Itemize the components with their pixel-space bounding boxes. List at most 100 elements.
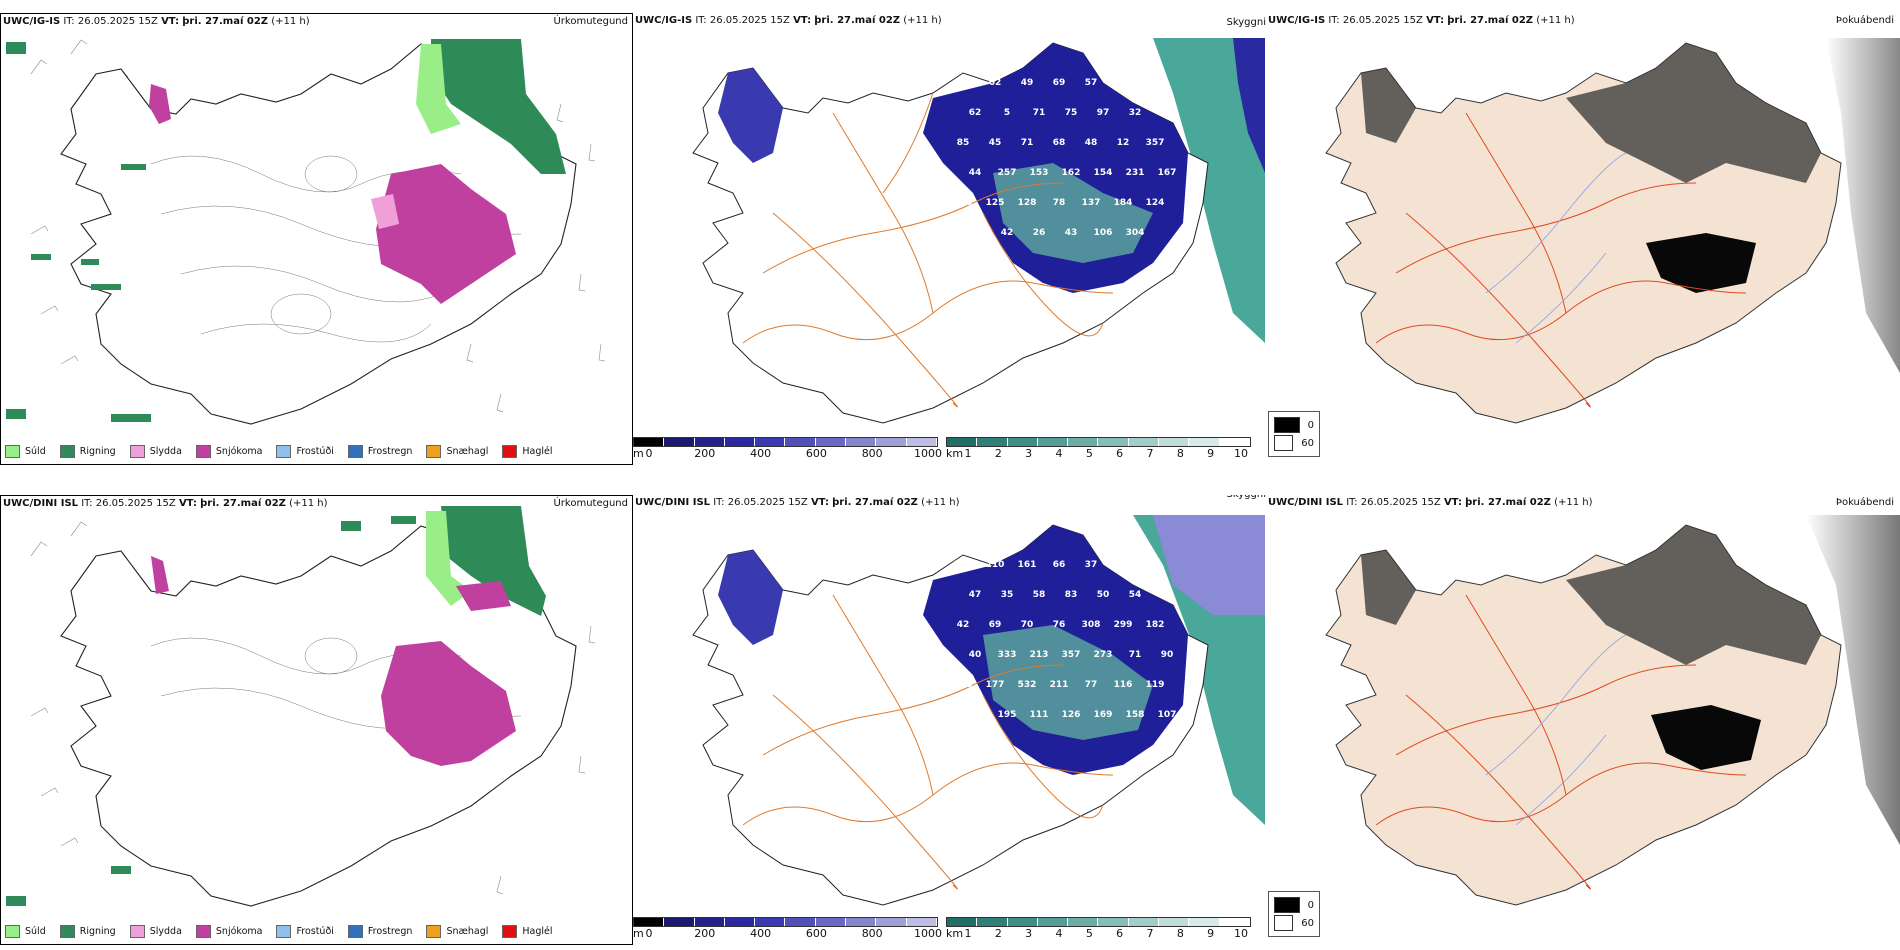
scale-tick: 400 <box>750 447 772 460</box>
cloud-height-label: 357 <box>1061 650 1081 660</box>
legend-label: Snjókoma <box>215 926 263 937</box>
cloud-height-label: 62 <box>968 108 982 118</box>
rivers <box>1485 152 1627 344</box>
legend-item: Slydda <box>129 445 182 458</box>
scale-step <box>846 438 877 446</box>
cloud-height-label: 85 <box>956 138 970 148</box>
cloud-height-label: 83 <box>956 78 970 88</box>
precip-legend: Súld Rigning Slydda Snjókoma Frostúði Frostre… <box>5 925 553 938</box>
legend-swatch <box>129 925 145 938</box>
fog-key-label: 0 <box>1307 419 1314 431</box>
scale-step <box>1219 438 1250 446</box>
legend-item: Frostregn <box>347 445 412 458</box>
cloud-height-label: 68 <box>1052 138 1066 148</box>
legend-swatch <box>426 925 442 938</box>
legend-label: Snjókoma <box>215 446 263 457</box>
panel-title: UWC/DINI ISL IT: 26.05.2025 15Z VT: þri.… <box>635 497 960 508</box>
cloud-height-label: 257 <box>997 168 1017 178</box>
scale-step <box>1189 918 1220 926</box>
legend-item: Rigning <box>59 925 116 938</box>
scale-step <box>1098 918 1129 926</box>
visibility-scale: km 1 2 3 4 5 6 7 8 9 10 <box>946 917 1251 941</box>
scale-unit: km <box>946 927 964 940</box>
fog-key-row: 60 <box>1274 914 1314 932</box>
legend-swatch <box>5 445 20 458</box>
cloud-height-label: 177 <box>985 680 1005 690</box>
fog-key-swatch <box>1274 897 1300 913</box>
cloud-height-label: 49 <box>1020 78 1034 88</box>
snow-area-nw <box>149 84 171 124</box>
offshore-low-cloud <box>1153 515 1265 615</box>
legend-swatch <box>276 445 292 458</box>
scale-tick: 200 <box>694 927 716 940</box>
scale-step <box>977 918 1008 926</box>
cloud-height-label: 66 <box>1052 560 1066 570</box>
scale-step <box>815 438 847 446</box>
scale-step <box>664 918 695 926</box>
cloud-height-label: 210 <box>985 560 1005 570</box>
legend-label: Snæhagl <box>446 926 489 937</box>
scale-step <box>664 438 695 446</box>
scale-step <box>1037 438 1069 446</box>
fog-key-swatch <box>1274 417 1300 433</box>
cloud-height-label: 357 <box>1145 138 1165 148</box>
cloud-height-label: 58 <box>1032 590 1046 600</box>
cloud-height-label: 106 <box>1093 228 1113 238</box>
cloud-height-label: 230 <box>965 710 985 720</box>
legend-item: Súld <box>5 925 46 938</box>
cloud-height-label: 253 <box>953 198 973 208</box>
scale-tick: 1000 <box>914 447 942 460</box>
legend-swatch <box>195 925 211 938</box>
fog-key-label: 0 <box>1307 899 1314 911</box>
cloud-height-label: 78 <box>1052 198 1066 208</box>
fog-key-row: 60 <box>1274 434 1314 452</box>
scale-tick: 600 <box>805 927 827 940</box>
scale-step <box>1159 438 1190 446</box>
panel-name: Þokuábendi <box>1835 497 1894 508</box>
legend-label: Frostregn <box>367 926 413 937</box>
scale-tick: 2 <box>994 447 1002 460</box>
scale-tick: 800 <box>861 447 883 460</box>
cloud-height-label: 231 <box>1125 168 1145 178</box>
cloud-height-label: 333 <box>997 650 1017 660</box>
scale-tick: 4 <box>1055 447 1063 460</box>
cloud-height-label: 57 <box>968 228 982 238</box>
cloud-height-label: 119 <box>1145 680 1165 690</box>
sleet-area <box>371 194 399 229</box>
cloud-height-label: 71 <box>1128 650 1142 660</box>
legend-item: Rigning <box>59 445 116 458</box>
panel-title: UWC/IG-IS IT: 26.05.2025 15Z VT: þri. 27… <box>3 16 310 27</box>
fog-key-swatch <box>1274 915 1294 931</box>
cloud-height-label: 57 <box>1084 78 1098 88</box>
scale-step <box>1189 438 1220 446</box>
sea-fog <box>1826 38 1900 373</box>
scale-step <box>947 438 978 446</box>
cloud-height-label: 62 <box>988 78 1002 88</box>
legend-label: Súld <box>25 446 46 457</box>
legend-label: Súld <box>25 926 46 937</box>
roads <box>742 594 1114 890</box>
scale-tick: 800 <box>861 927 883 940</box>
cloud-height-label: 297 <box>1157 108 1177 118</box>
fog-map <box>1325 515 1900 906</box>
legend-item: Haglél <box>502 445 553 458</box>
cloud-height-label: 273 <box>1093 650 1113 660</box>
cloud-height-label: 124 <box>1145 198 1165 208</box>
cloud-height-label: 83 <box>1064 590 1078 600</box>
drizzle-area-ne <box>416 44 461 134</box>
roads <box>1375 112 1747 408</box>
scale-step <box>1219 918 1250 926</box>
legend-label: Rigning <box>79 446 116 457</box>
cloud-height-label: 211 <box>1049 680 1069 690</box>
cloud-height-label: 213 <box>1029 650 1049 660</box>
scale-step <box>876 438 907 446</box>
panel-name: Skyggni <box>1226 495 1266 500</box>
cloud-height-label: 299 <box>1113 620 1133 630</box>
cloud-height-label: 7 <box>1119 78 1127 88</box>
scale-tick: 5 <box>1085 927 1093 940</box>
legend-swatch <box>276 925 292 938</box>
cloud-height-label: 111 <box>1029 710 1049 720</box>
low-cloud-westfjords <box>718 550 783 645</box>
scale-tick: 0 <box>645 447 653 460</box>
cloud-height-label: 44 <box>968 168 982 178</box>
